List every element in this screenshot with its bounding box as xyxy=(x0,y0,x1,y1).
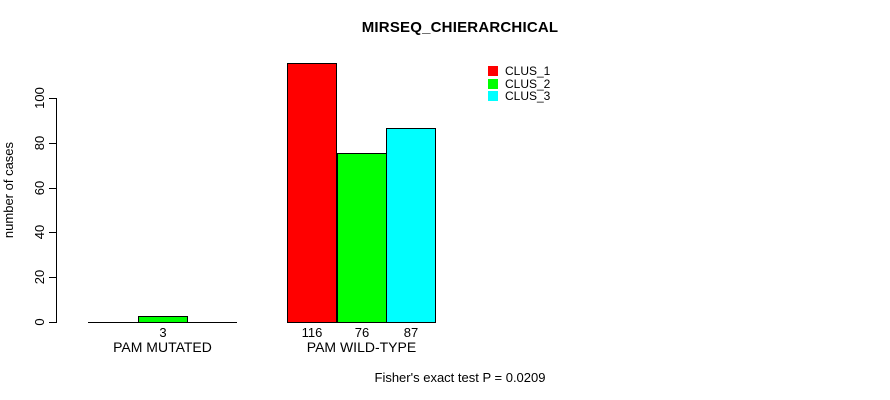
bar-value-label: 87 xyxy=(403,325,419,340)
x-category-label: PAM WILD-TYPE xyxy=(306,339,417,355)
legend-swatch-clus-2 xyxy=(488,78,498,89)
y-tick-label: 80 xyxy=(32,135,47,151)
legend-swatch-clus-3 xyxy=(488,91,498,102)
bar-clus-2-pam-wild-type xyxy=(337,153,387,323)
y-tick-label: 20 xyxy=(32,269,47,285)
y-axis-title: number of cases xyxy=(1,141,16,239)
y-tick-label: 60 xyxy=(32,180,47,196)
legend-item-clus-2: CLUS_2 xyxy=(488,78,550,91)
y-axis-tick xyxy=(49,322,56,323)
y-axis-tick xyxy=(49,143,56,144)
bar-value-label: 76 xyxy=(354,325,370,340)
legend-label: CLUS_2 xyxy=(505,76,551,91)
legend: CLUS_1 CLUS_2 CLUS_3 xyxy=(488,65,550,103)
bar-value-label: 3 xyxy=(159,325,167,340)
fisher-test-annotation: Fisher's exact test P = 0.0209 xyxy=(374,370,546,385)
y-tick-label: 0 xyxy=(32,318,47,326)
y-axis-tick xyxy=(49,188,56,189)
legend-label: CLUS_1 xyxy=(505,64,551,79)
chart-title: MIRSEQ_CHIERARCHICAL xyxy=(361,19,559,36)
y-axis-tick xyxy=(49,98,56,99)
legend-label: CLUS_3 xyxy=(505,89,551,104)
y-tick-label: 100 xyxy=(32,87,47,109)
y-axis-tick xyxy=(49,277,56,278)
y-tick-label: 40 xyxy=(32,224,47,240)
y-axis-line xyxy=(56,98,57,323)
bar-clus-2-pam-mutated xyxy=(138,316,188,323)
legend-item-clus-1: CLUS_1 xyxy=(488,65,550,78)
bar-clus-1-pam-wild-type xyxy=(287,63,337,323)
legend-swatch-clus-1 xyxy=(488,66,498,77)
legend-item-clus-3: CLUS_3 xyxy=(488,90,550,103)
bar-clus-3-pam-wild-type xyxy=(386,128,436,323)
x-category-label: PAM MUTATED xyxy=(113,339,212,355)
y-axis-tick xyxy=(49,232,56,233)
bar-value-label: 116 xyxy=(301,325,323,340)
